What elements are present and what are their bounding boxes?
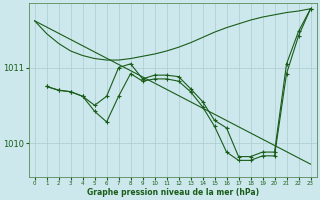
X-axis label: Graphe pression niveau de la mer (hPa): Graphe pression niveau de la mer (hPa) bbox=[86, 188, 259, 197]
